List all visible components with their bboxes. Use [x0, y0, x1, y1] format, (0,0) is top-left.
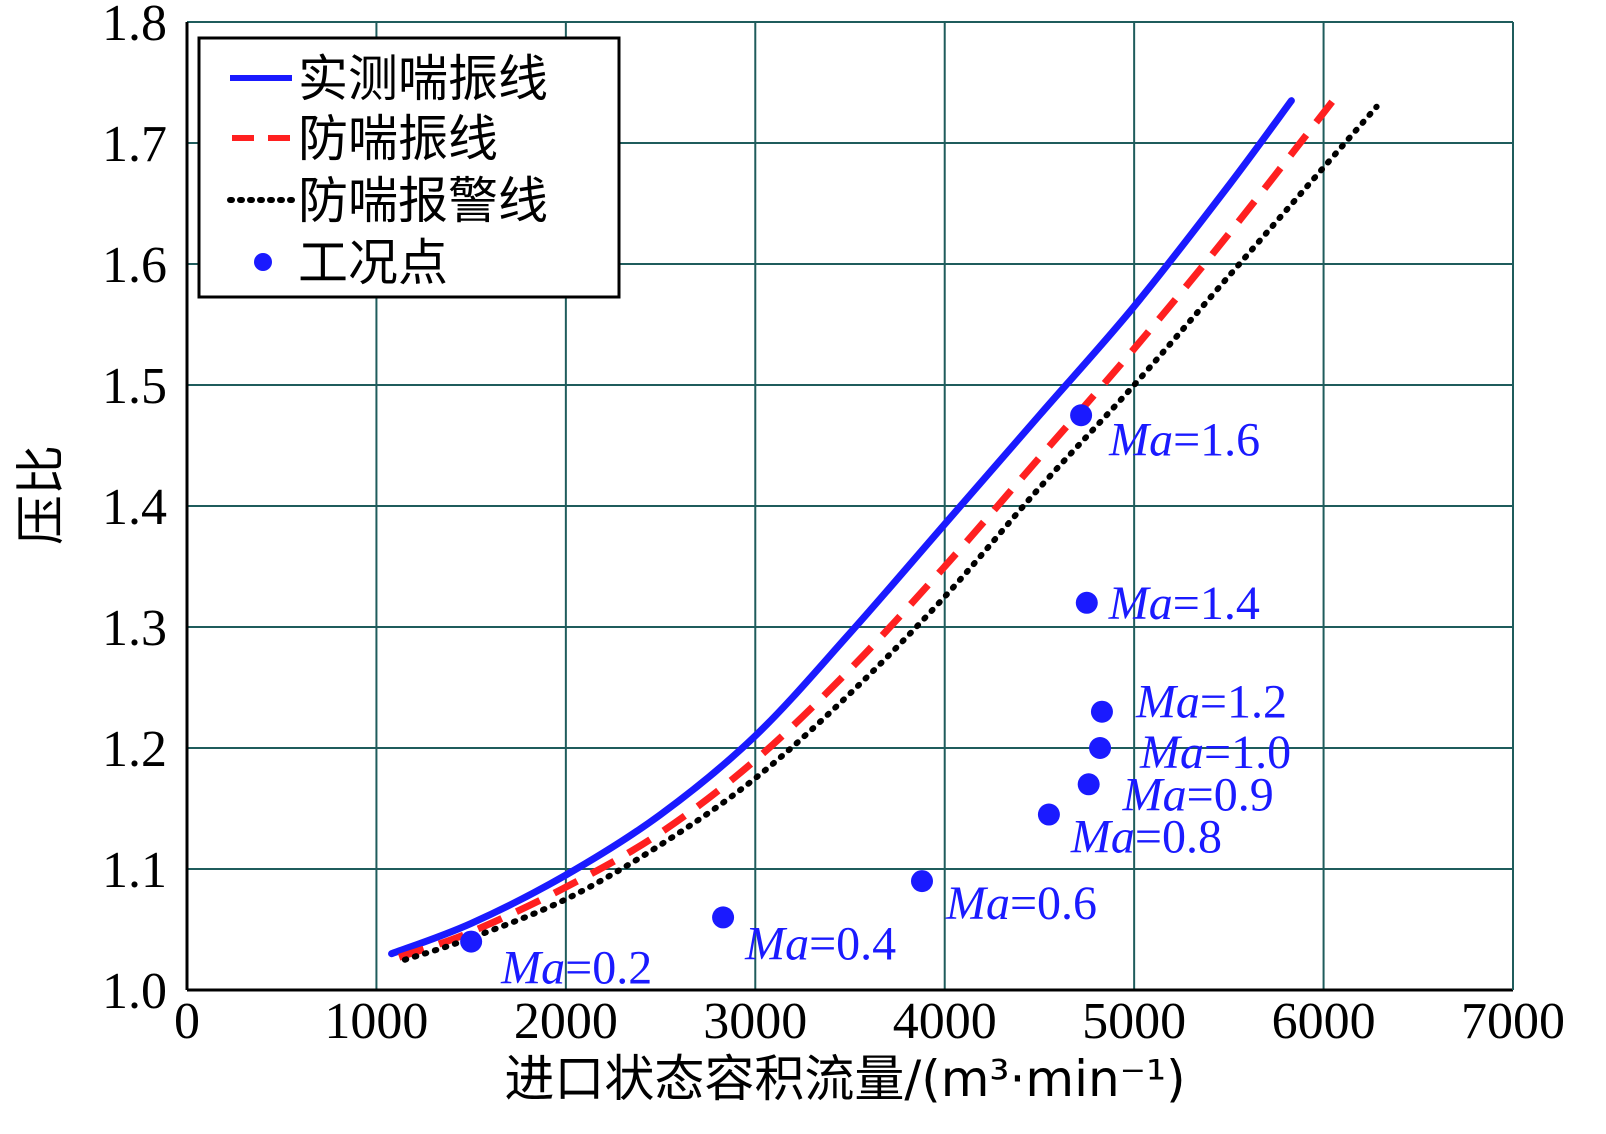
point-label-prefix: Ma [1139, 726, 1204, 779]
point-label-value: =0.6 [1010, 877, 1097, 930]
operating-point [1037, 803, 1060, 826]
x-tick-label: 7000 [1461, 993, 1565, 1050]
y-tick-label: 1.3 [102, 600, 167, 657]
point-label: Ma=0.2 [500, 942, 652, 995]
point-label-value: =1.4 [1173, 577, 1260, 630]
legend-label-measured: 实测喘振线 [298, 50, 548, 108]
x-tick-label: 6000 [1272, 993, 1376, 1050]
legend-swatch-points [254, 253, 272, 271]
point-label-prefix: Ma [1122, 768, 1187, 821]
point-annotations: Ma=0.2 Ma=0.4Ma=0.6Ma=0.8Ma=0.9Ma=1.0Ma=1… [500, 413, 1291, 994]
point-label-prefix: Ma [1108, 577, 1173, 630]
point-label-prefix: Ma [744, 917, 809, 970]
point-label-value: =1.0 [1204, 726, 1291, 779]
legend: 实测喘振线 防喘振线 防喘报警线 工况点 [197, 36, 621, 299]
x-tick-label: 1000 [324, 993, 428, 1050]
legend-box [197, 36, 621, 299]
y-tick-label: 1.5 [102, 358, 167, 415]
legend-label-points: 工况点 [298, 234, 448, 292]
point-label-prefix: Ma [1070, 811, 1135, 864]
series-anti-surge-line [397, 98, 1336, 961]
grid [187, 21, 1514, 990]
operating-point [1090, 700, 1113, 723]
y-tick-label: 1.8 [102, 0, 167, 52]
x-tick-label: 2000 [514, 993, 618, 1050]
legend-label-alarm: 防喘报警线 [298, 172, 548, 230]
y-tick-label: 1.7 [102, 116, 167, 173]
point-label-prefix: Ma [1108, 413, 1173, 466]
y-tick-label: 1.2 [102, 721, 167, 778]
point-label: Ma=1.4 [1108, 577, 1260, 630]
y-tick-label: 1.1 [102, 842, 167, 899]
legend-label-anti-surge: 防喘振线 [298, 110, 498, 168]
point-label-value: =0.2 [565, 942, 652, 995]
point-label-prefix: Ma [500, 942, 565, 995]
point-label-value: =0.4 [809, 917, 896, 970]
operating-point [1075, 591, 1098, 614]
point-label-prefix: Ma [945, 877, 1010, 930]
operating-point [1089, 737, 1112, 759]
series-alarm-line [401, 103, 1380, 963]
y-tick-label: 1.4 [102, 479, 167, 536]
x-axis-label: 进口状态容积流量/(m³·min⁻¹) [504, 1050, 1185, 1108]
series-measured-surge-line [388, 97, 1295, 958]
tick-labels: 0 1000 2000 3000 4000 5000 6000 7000 1.0 1.1 1.2 1.… [102, 0, 1565, 1050]
x-tick-label: 3000 [703, 993, 807, 1050]
operating-point [1070, 404, 1093, 427]
point-label: Ma=1.6 [1108, 413, 1260, 466]
operating-point [712, 906, 735, 929]
point-label: Ma=0.8 [1070, 811, 1222, 864]
point-label: Ma=0.6 [945, 877, 1097, 930]
x-tick-label: 0 [174, 993, 200, 1050]
point-label-value: =0.9 [1187, 768, 1274, 821]
y-tick-label: 1.0 [102, 963, 167, 1020]
series [388, 97, 1380, 963]
point-label: Ma=0.9 [1122, 768, 1274, 821]
operating-point [1077, 773, 1100, 796]
x-tick-label: 4000 [893, 993, 997, 1050]
y-tick-label: 1.6 [102, 237, 167, 294]
y-axis-label: 压比 [12, 445, 70, 545]
operating-point [460, 930, 483, 953]
axes [185, 22, 1514, 992]
x-tick-label: 5000 [1082, 993, 1186, 1050]
operating-point [910, 870, 933, 893]
point-label: Ma=0.4 [744, 917, 896, 970]
operating-points [460, 404, 1113, 953]
point-label: Ma=1.2 [1135, 676, 1287, 729]
point-label-value: =1.2 [1200, 676, 1287, 729]
point-label-prefix: Ma [1135, 676, 1200, 729]
point-label-value: =1.6 [1173, 413, 1260, 466]
point-label: Ma=1.0 [1139, 726, 1291, 779]
point-label-value: =0.8 [1135, 811, 1222, 864]
